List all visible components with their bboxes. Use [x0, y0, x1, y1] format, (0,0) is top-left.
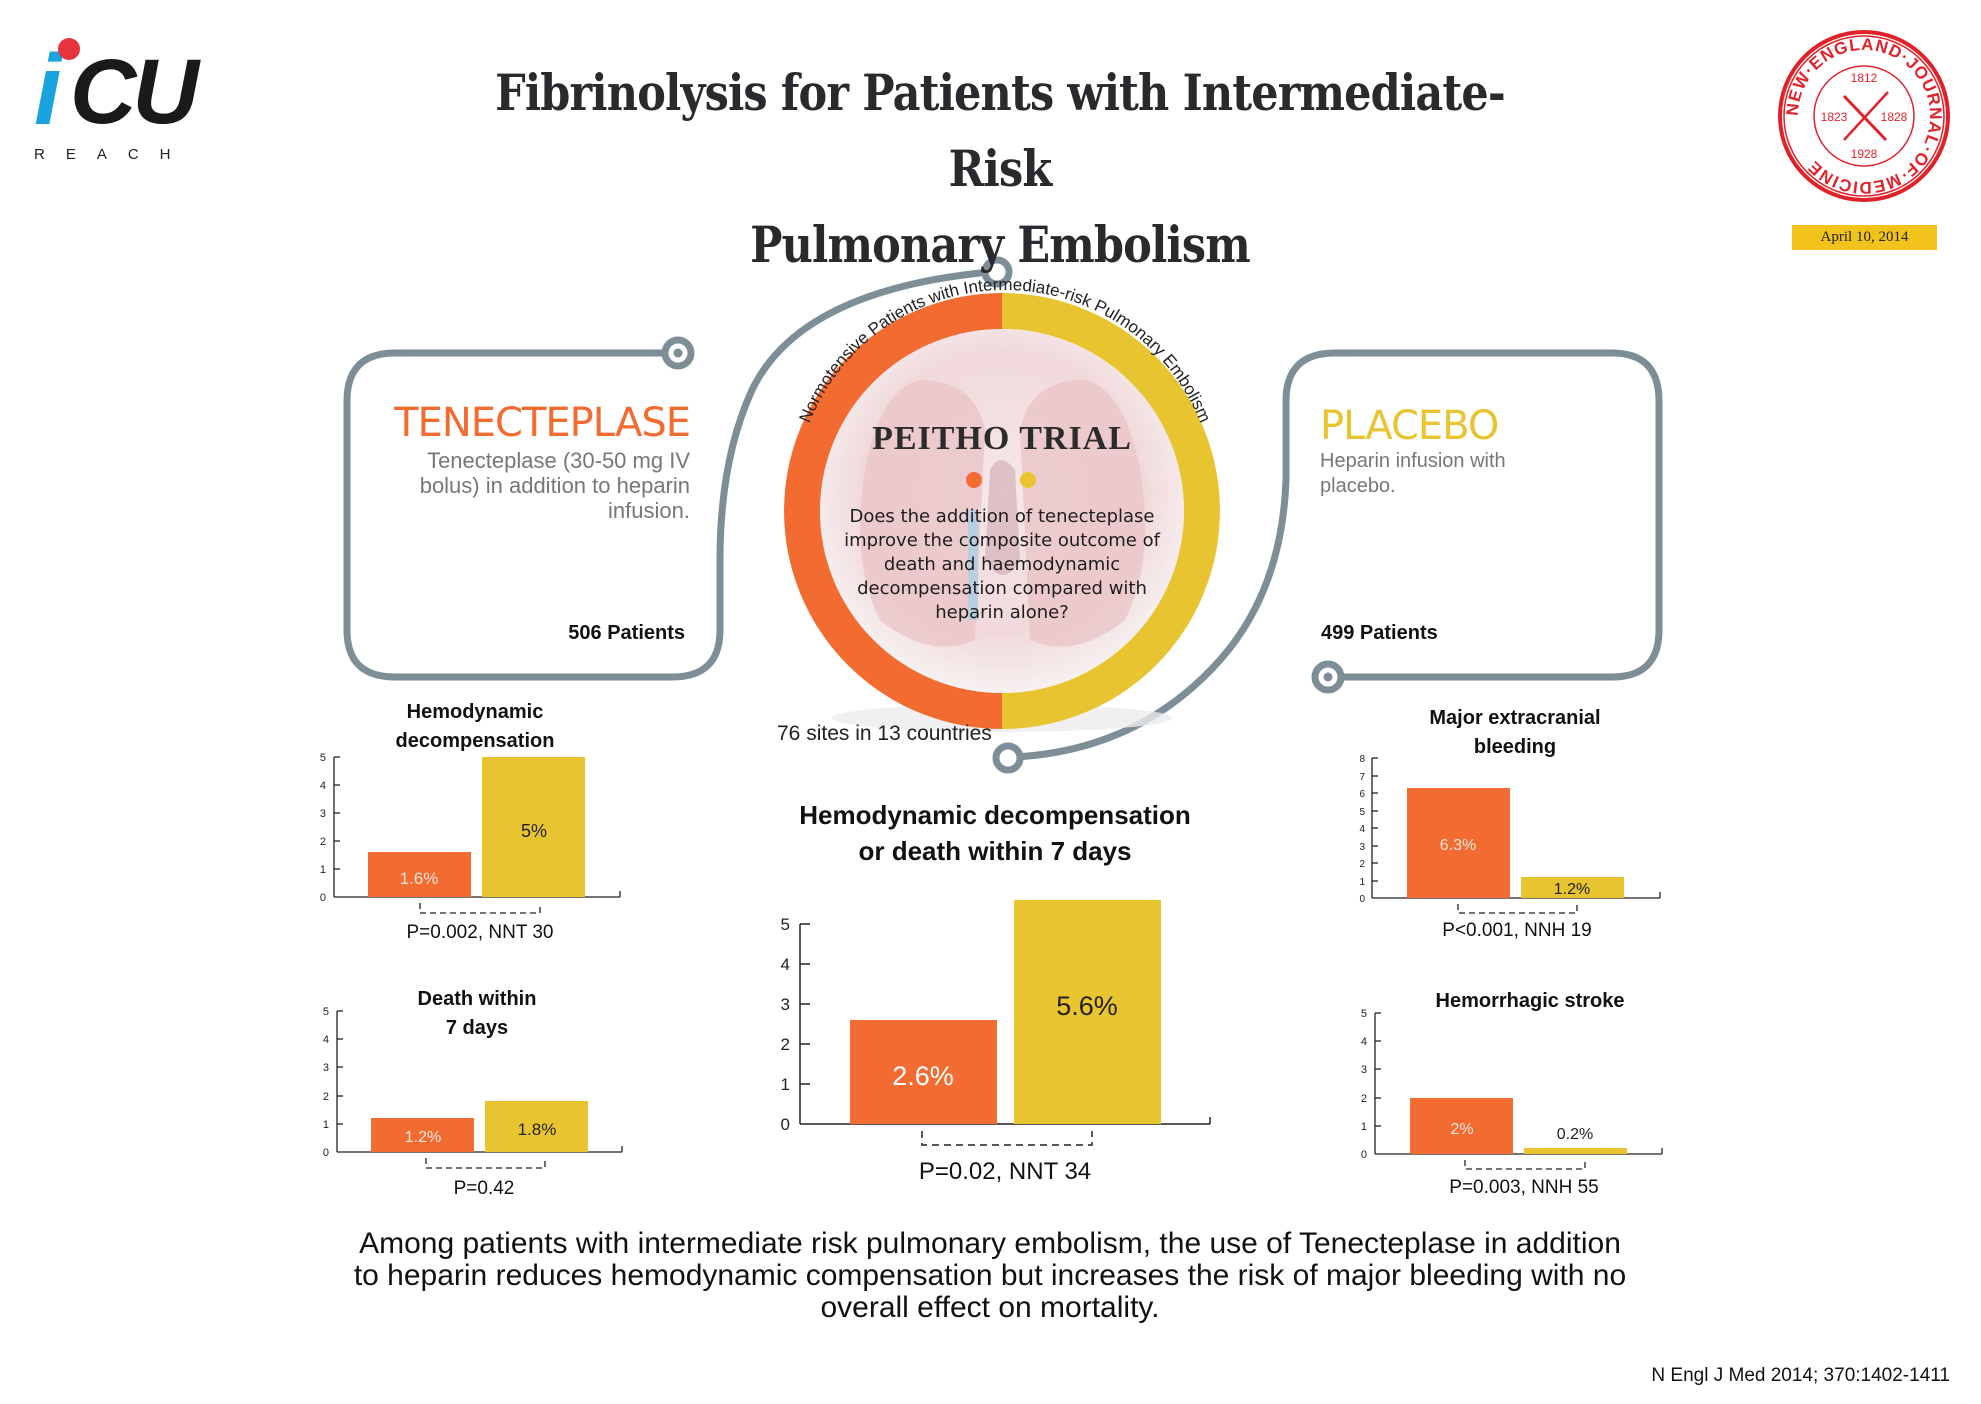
svg-text:0.2%: 0.2% [1557, 1126, 1593, 1143]
chart-bleeding-title: Major extracranial bleeding [1429, 707, 1601, 758]
svg-text:0: 0 [1361, 1149, 1367, 1161]
svg-text:3: 3 [320, 808, 326, 820]
tenecteplase-title: TENECTEPLASE [394, 400, 691, 446]
svg-text:0: 0 [781, 1115, 790, 1134]
chart-stroke-pvalue: P=0.003, NNH 55 [1449, 1177, 1598, 1198]
svg-text:4: 4 [781, 955, 790, 974]
svg-text:1823: 1823 [1821, 110, 1848, 124]
chart-hemorrhagic-stroke: 0 1 2 3 4 5 2% 0.2% P=0.003, NNH 55 [1361, 1008, 1663, 1198]
svg-text:2: 2 [323, 1091, 329, 1103]
logo-subtitle: REACH [34, 146, 192, 163]
svg-text:1: 1 [320, 864, 326, 876]
placebo-description: Heparin infusion with placebo. [1320, 450, 1506, 497]
svg-text:0: 0 [1359, 894, 1365, 905]
chart-hemodynamic-decompensation: 0 1 2 3 4 5 1.6% 5% P=0.002, NNT 30 [320, 752, 621, 943]
svg-text:5: 5 [320, 752, 326, 764]
chart-major-extracranial-bleeding: 0 1 2 3 4 5 6 7 8 6.3% 1.2% P<0.001, NNH… [1359, 754, 1661, 941]
chart-hemodynamic-title: Hemodynamic decompensation [395, 701, 555, 752]
svg-text:4: 4 [1361, 1036, 1367, 1048]
svg-text:1.2%: 1.2% [1554, 881, 1590, 898]
svg-text:0: 0 [320, 892, 326, 904]
svg-text:1: 1 [1359, 877, 1365, 888]
svg-text:5%: 5% [521, 821, 547, 841]
svg-text:5: 5 [1361, 1008, 1367, 1020]
svg-text:1.6%: 1.6% [400, 869, 439, 888]
svg-text:2.6%: 2.6% [892, 1061, 954, 1091]
svg-text:6: 6 [1359, 789, 1365, 800]
svg-text:2: 2 [781, 1035, 790, 1054]
chart-primary-pvalue: P=0.02, NNT 34 [919, 1158, 1091, 1185]
svg-text:0: 0 [323, 1147, 329, 1159]
svg-text:1812: 1812 [1851, 71, 1878, 85]
svg-text:2: 2 [1361, 1093, 1367, 1105]
chart-primary-outcome: 0 1 2 3 4 5 2.6% 5.6% P=0.02, NNT 34 [781, 900, 1211, 1185]
svg-text:7: 7 [1359, 772, 1365, 783]
trial-sites: 76 sites in 13 countries [777, 722, 992, 745]
logo-cu: CU [70, 41, 199, 143]
svg-text:1.2%: 1.2% [405, 1129, 441, 1146]
connector-node-icon [981, 256, 1013, 288]
chart-stroke-title: Hemorrhagic stroke [1435, 990, 1625, 1012]
trial-name: PEITHO TRIAL [872, 420, 1132, 457]
svg-text:8: 8 [1359, 754, 1365, 765]
svg-text:1: 1 [781, 1075, 790, 1094]
chart-bleeding-pvalue: P<0.001, NNH 19 [1442, 920, 1591, 941]
trial-question: Does the addition of tenecteplase improv… [844, 506, 1160, 623]
svg-text:3: 3 [781, 995, 790, 1014]
tenecteplase-patient-count: 506 Patients [568, 622, 685, 644]
placebo-patient-count: 499 Patients [1321, 622, 1438, 644]
svg-text:2%: 2% [1450, 1121, 1473, 1138]
chart-death-within-7-days: 0 1 2 3 4 5 1.2% 1.8% P=0.42 [323, 1006, 623, 1199]
svg-text:1828: 1828 [1881, 110, 1908, 124]
placebo-box-outline [1014, 349, 1663, 761]
svg-text:1928: 1928 [1851, 147, 1878, 161]
svg-text:2: 2 [320, 836, 326, 848]
svg-text:5: 5 [1359, 807, 1365, 818]
publication-date-badge: April 10, 2014 [1792, 225, 1937, 250]
lung-illustration [860, 380, 985, 647]
svg-text:3: 3 [1359, 842, 1365, 853]
tenecteplase-box-outline [343, 268, 991, 681]
nejm-seal-icon: NEW·ENGLAND·JOURNAL·OF·MEDICINE 1812 182… [1778, 30, 1950, 202]
page-title: Fibrinolysis for Patients with Intermedi… [467, 55, 1533, 283]
citation: N Engl J Med 2014; 370:1402-1411 [1651, 1365, 1950, 1386]
placebo-dot-icon [1020, 472, 1036, 488]
conclusion-text: Among patients with intermediate risk pu… [353, 1227, 1627, 1324]
svg-text:1: 1 [1361, 1121, 1367, 1133]
svg-text:4: 4 [323, 1034, 329, 1046]
svg-text:4: 4 [1359, 824, 1365, 835]
page-title-line2: Pulmonary Embolism [750, 215, 1251, 274]
placebo-arm: PLACEBO Heparin infusion with placebo. [1320, 403, 1640, 499]
chart-primary-title: Hemodynamic decompensation or death withi… [799, 800, 1191, 866]
page-title-line1: Fibrinolysis for Patients with Intermedi… [495, 63, 1506, 198]
tenecteplase-arm: TENECTEPLASE Tenecteplase (30-50 mg IV b… [360, 400, 691, 523]
svg-text:5.6%: 5.6% [1056, 991, 1118, 1021]
svg-text:3: 3 [323, 1062, 329, 1074]
placebo-title: PLACEBO [1320, 403, 1499, 449]
svg-text:1.8%: 1.8% [518, 1120, 557, 1139]
tenecteplase-dot-icon [966, 472, 982, 488]
logo-i: i [34, 34, 62, 146]
svg-text:3: 3 [1361, 1064, 1367, 1076]
svg-text:5: 5 [323, 1006, 329, 1018]
svg-text:6.3%: 6.3% [1440, 837, 1476, 854]
chart-hemodynamic-pvalue: P=0.002, NNT 30 [407, 922, 554, 943]
tenecteplase-description: Tenecteplase (30-50 mg IV bolus) in addi… [419, 448, 690, 523]
svg-text:5: 5 [781, 915, 790, 934]
svg-text:4: 4 [320, 780, 326, 792]
connector-node-icon [992, 742, 1024, 774]
logo-dot-icon [58, 38, 80, 60]
svg-text:1: 1 [323, 1119, 329, 1131]
chart-death-title: Death within 7 days [417, 988, 537, 1039]
svg-text:2: 2 [1359, 859, 1365, 870]
chart-death-pvalue: P=0.42 [454, 1178, 515, 1199]
